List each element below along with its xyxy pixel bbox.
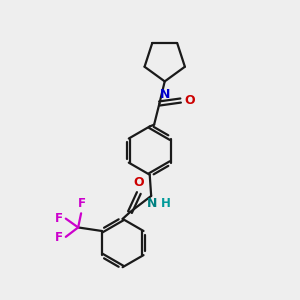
Text: F: F — [55, 212, 63, 224]
Text: O: O — [134, 176, 144, 190]
Text: N: N — [147, 197, 157, 210]
Text: F: F — [78, 197, 86, 210]
Text: O: O — [184, 94, 195, 107]
Text: H: H — [160, 197, 170, 210]
Text: F: F — [55, 231, 63, 244]
Text: N: N — [160, 88, 170, 101]
